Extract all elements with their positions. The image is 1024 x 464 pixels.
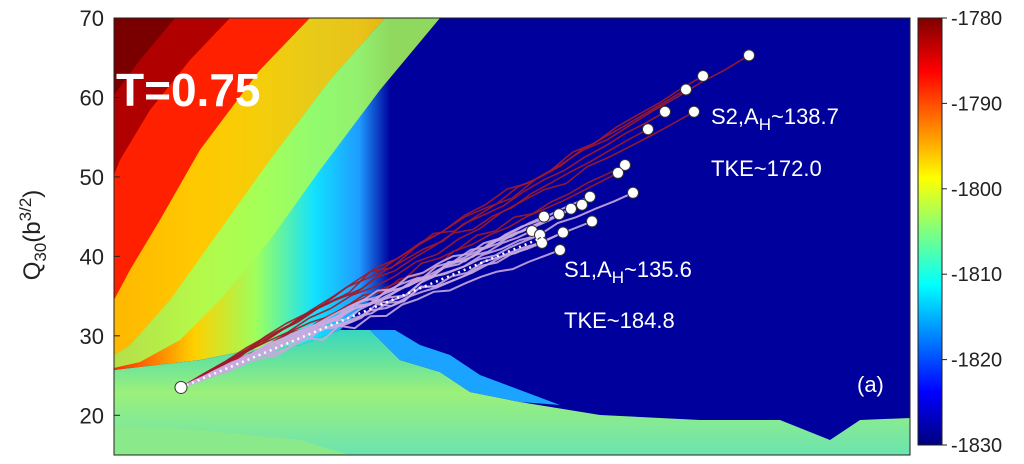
s2-endpoint [680,83,692,96]
s1-trajectory [180,249,561,389]
colorbar-gradient [917,17,943,446]
s2-endpoint [659,105,671,118]
s2-endpoint [688,105,700,118]
y-axis-label: Q30(b3/2) [16,190,50,281]
y-tick-label: 50 [80,165,104,190]
s2-label: S2,A [711,104,759,129]
s2-value: ~138.7 [771,104,839,129]
y-tick-label: 20 [80,403,104,428]
s2-tke: TKE~172.0 [711,156,822,181]
y-tick-label: 30 [80,324,104,349]
s2-trajectory [180,128,649,389]
s2-endpoint [697,70,709,83]
trajectory-lines [174,49,755,394]
s1-endpoint [576,198,588,211]
s1-endpoint [627,186,639,199]
s2-endpoint [612,166,624,179]
temperature-label: T=0.75 [116,64,261,116]
s1-endpoint [586,215,598,228]
y-tick-label: 70 [80,6,104,31]
s2-subscript: H [759,115,771,134]
y-label-unit-close: ) [19,190,46,198]
colorbar: -1780 -1790 -1800 -1810 -1820 -1830 [917,8,1002,457]
colorbar-tick-label: -1780 [951,8,1002,30]
start-point [174,380,188,394]
colorbar-ticks: -1780 -1790 -1800 -1810 -1820 -1830 [942,8,1002,457]
s2-trajectory [180,111,695,389]
panel-label: (a) [857,372,884,397]
s1-label: S1,A [564,257,612,282]
s1-endpoint [538,210,550,223]
s1-endpoint [554,244,566,257]
s1-annotation: S1,AH~135.6 [564,257,692,287]
y-label-sub: 30 [31,243,50,262]
s2-endpoint [619,158,631,171]
s1-tke: TKE~184.8 [564,308,675,333]
y-tick-label: 60 [80,85,104,110]
s2-endpoint [642,123,654,136]
s1-trajectory [180,233,541,389]
s1-endpoint [553,208,565,221]
colorbar-tick-label: -1810 [951,264,1002,286]
s2-endpoint [743,49,755,62]
s1-trajectory [180,215,545,389]
colorbar-tick-label: -1800 [951,179,1002,201]
y-label-main: Q [19,262,46,281]
s1-value: ~135.6 [624,257,692,282]
colorbar-tick-label: -1820 [951,350,1002,372]
s1-subscript: H [612,268,624,287]
s1-endpoint [557,226,569,239]
y-tick-label: 40 [80,244,104,269]
s1-endpoint [565,202,577,215]
s1-trajectory [180,229,533,389]
colorbar-tick-label: -1830 [951,435,1002,457]
y-axis-ticks: 20 30 40 50 60 70 [80,6,120,428]
s1-endpoint [584,190,596,203]
y-label-unit-sup: 3/2 [16,198,35,222]
energy-surface [114,18,910,455]
y-label-unit-open: (b [19,221,46,242]
s2-annotation: S2,AH~138.7 [711,104,839,134]
colorbar-tick-label: -1790 [951,93,1002,115]
s2-trajectory [180,88,687,389]
plot-frame [113,17,911,456]
